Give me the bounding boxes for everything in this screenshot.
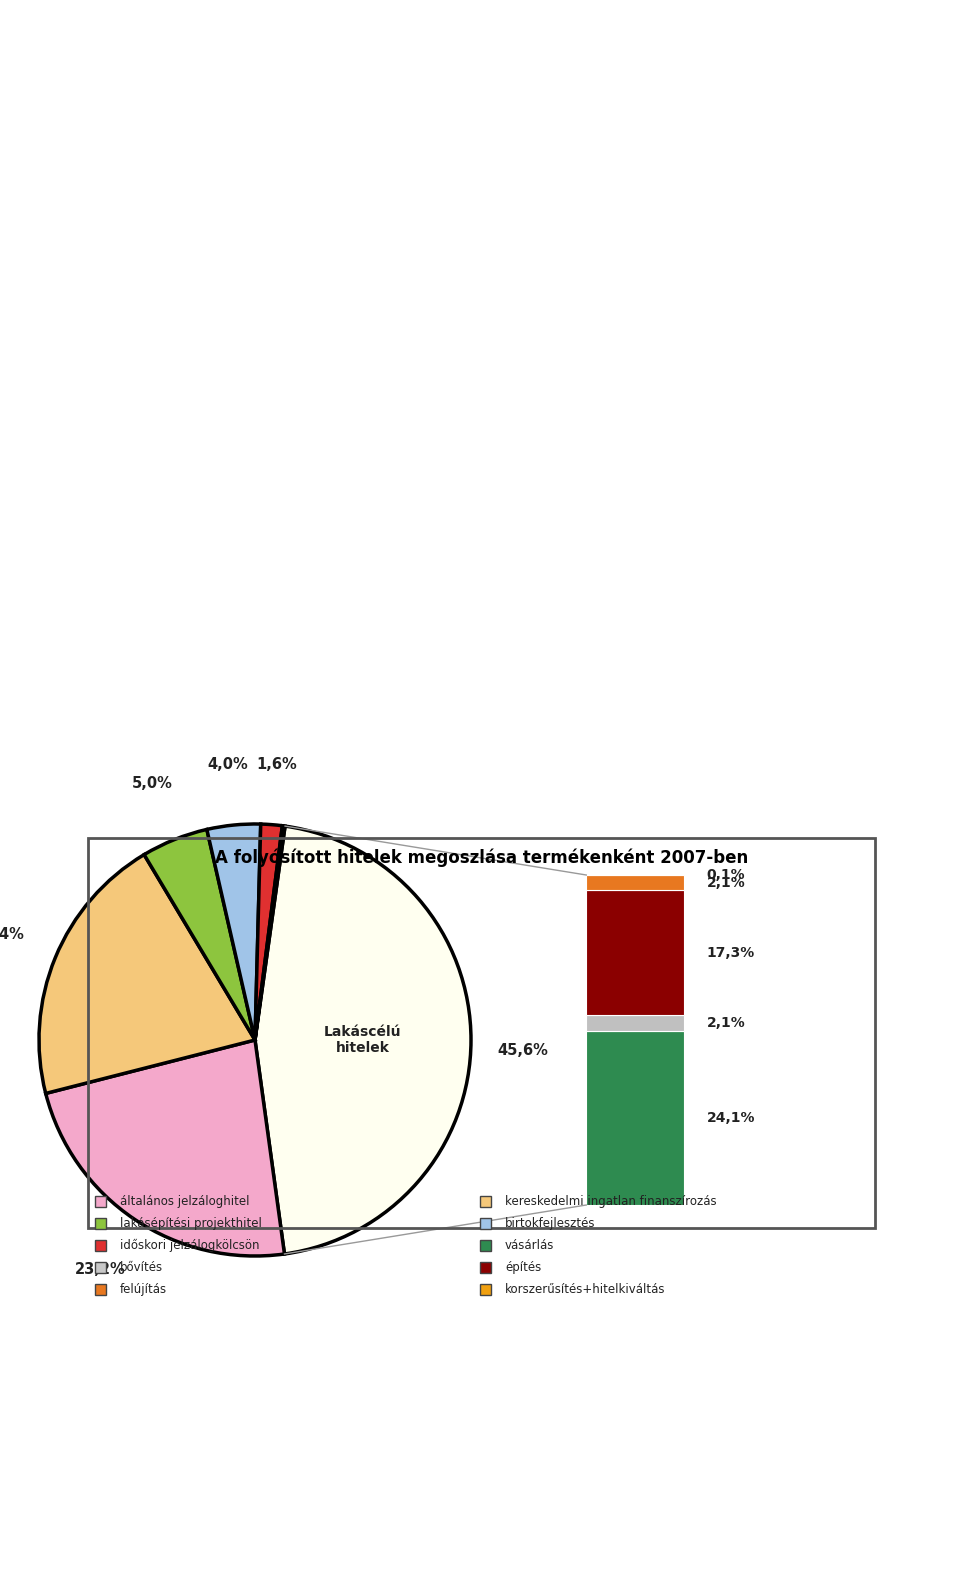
Wedge shape [206,825,261,1039]
Bar [480,1240,491,1251]
Text: 2,1%: 2,1% [707,875,745,889]
Text: korszerűsítés+hitelkiváltás: korszerűsítés+hitelkiváltás [505,1284,665,1296]
Bar [95,1284,106,1295]
Bar [587,1031,684,1205]
Wedge shape [255,825,282,1039]
Text: 5,0%: 5,0% [132,776,173,792]
Text: Lakáscélú
hitelek: Lakáscélú hitelek [324,1025,401,1055]
Text: 0,1%: 0,1% [707,867,745,882]
Text: 20,4%: 20,4% [0,927,25,941]
Wedge shape [255,826,471,1254]
Text: lakásépítési projekthitel: lakásépítési projekthitel [120,1217,262,1230]
Bar [587,875,684,889]
Text: 45,6%: 45,6% [497,1044,548,1058]
Bar [480,1262,491,1273]
Text: építés: építés [505,1262,541,1274]
Text: 23,2%: 23,2% [75,1262,126,1277]
Text: kereskedelmi ingatlan finanszírozás: kereskedelmi ingatlan finanszírozás [505,1195,716,1208]
Text: 4,0%: 4,0% [207,757,248,773]
Text: A folyósított hitelek megoszlása termékenként 2007-ben: A folyósított hitelek megoszlása terméke… [215,848,748,867]
Bar [95,1195,106,1206]
Text: időskori jelzálogkölcsön: időskori jelzálogkölcsön [120,1240,259,1252]
Text: 17,3%: 17,3% [707,946,755,960]
Text: birtokfejlesztés: birtokfejlesztés [505,1217,595,1230]
Bar [480,1284,491,1295]
Text: 24,1%: 24,1% [707,1110,755,1124]
Text: felújítás: felújítás [120,1284,167,1296]
Bar [587,889,684,1016]
Bar [95,1262,106,1273]
Text: 2,1%: 2,1% [707,1016,745,1030]
Text: általános jelzáloghitel: általános jelzáloghitel [120,1195,250,1208]
Wedge shape [144,830,255,1039]
Text: bővítés: bővítés [120,1262,163,1274]
Wedge shape [255,826,285,1039]
Text: 1,6%: 1,6% [255,757,297,771]
Text: vásárlás: vásárlás [505,1240,554,1252]
Bar [480,1195,491,1206]
Bar [587,1016,684,1031]
Bar [95,1240,106,1251]
Bar [480,1217,491,1228]
Wedge shape [46,1039,284,1255]
Wedge shape [39,855,255,1093]
Bar [95,1217,106,1228]
